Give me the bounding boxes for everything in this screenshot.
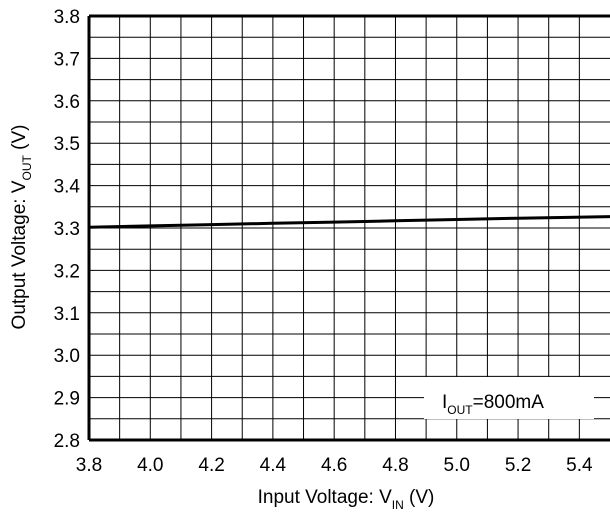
y-axis-title: Output Voltage: VOUT (V) bbox=[9, 125, 34, 330]
y-tick-label: 3.4 bbox=[54, 177, 81, 198]
x-tick-label: 5.4 bbox=[566, 455, 593, 476]
y-tick-label: 3.7 bbox=[54, 49, 80, 70]
y-axis-title-unit: (V) bbox=[9, 125, 30, 156]
y-tick-label: 3.6 bbox=[54, 92, 80, 113]
x-tick-label: 4.0 bbox=[137, 455, 163, 476]
x-axis-title-sub: IN bbox=[392, 498, 404, 512]
annotation-rest: =800mA bbox=[473, 392, 545, 413]
y-tick-label: 3.8 bbox=[54, 7, 80, 28]
annotation: IOUT=800mA bbox=[424, 377, 594, 419]
plot-frame bbox=[87, 14, 610, 442]
x-axis-title-unit: (V) bbox=[404, 487, 435, 508]
x-axis-title-main: Input Voltage: V bbox=[258, 487, 392, 508]
series-line bbox=[88, 215, 610, 229]
y-tick-label: 3.2 bbox=[54, 261, 80, 282]
annotation-sub: OUT bbox=[447, 403, 473, 417]
y-axis-title-sub: OUT bbox=[20, 155, 34, 181]
x-tick-label: 4.4 bbox=[260, 455, 287, 476]
x-tick-label: 4.2 bbox=[198, 455, 224, 476]
y-tick-labels: 3.8 3.7 3.6 3.5 3.4 3.3 3.2 3.1 3.0 2.9 2.8 bbox=[54, 7, 81, 452]
annotation-text: IOUT=800mA bbox=[442, 392, 544, 417]
x-tick-label: 4.8 bbox=[382, 455, 408, 476]
annotation-main: I bbox=[442, 392, 447, 413]
series-layer bbox=[88, 215, 610, 229]
x-axis-title: Input Voltage: VIN (V) bbox=[258, 487, 435, 512]
x-tick-label: 5.2 bbox=[505, 455, 531, 476]
x-tick-label: 5.0 bbox=[444, 455, 470, 476]
x-tick-labels: 3.8 4.0 4.2 4.4 4.6 4.8 5.0 5.2 5.4 bbox=[76, 455, 593, 476]
y-tick-label: 3.3 bbox=[54, 219, 80, 240]
annotation-box bbox=[424, 377, 594, 419]
grid bbox=[89, 16, 610, 440]
y-tick-label: 2.8 bbox=[54, 431, 80, 452]
y-tick-label: 3.0 bbox=[54, 346, 80, 367]
x-tick-label: 4.6 bbox=[321, 455, 347, 476]
x-tick-label: 3.8 bbox=[76, 455, 102, 476]
y-tick-label: 3.1 bbox=[54, 304, 80, 325]
y-axis-title-main: Output Voltage: V bbox=[9, 180, 30, 329]
y-tick-label: 2.9 bbox=[54, 389, 80, 410]
y-tick-label: 3.5 bbox=[54, 134, 80, 155]
